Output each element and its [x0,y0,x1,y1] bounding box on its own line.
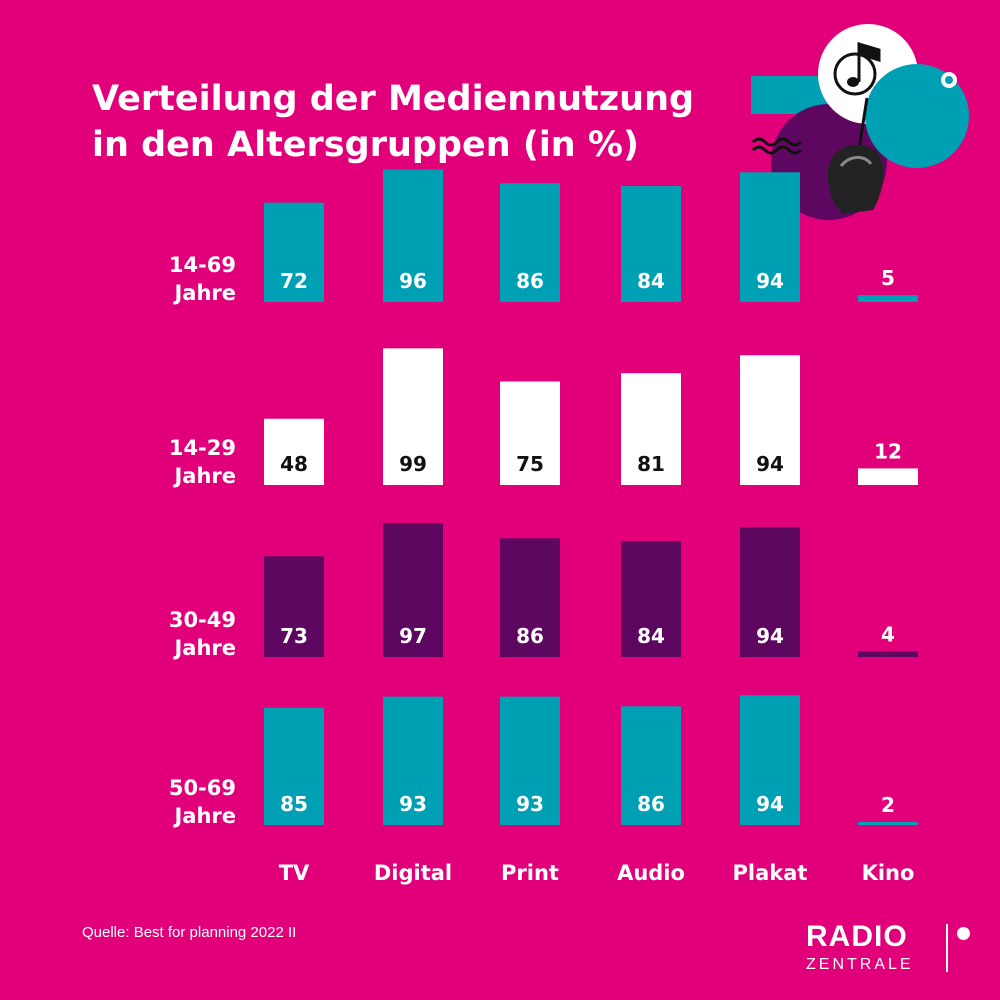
bar [858,651,918,657]
bar [264,418,324,485]
ring-icon [941,72,957,88]
category-label: Print [501,861,559,885]
row-label: 14-69 [169,253,236,277]
data-label: 81 [637,452,665,476]
data-label: 96 [399,269,427,293]
row-label: Jahre [172,464,236,488]
data-label: 48 [280,452,308,476]
data-label: 94 [756,452,784,476]
bar [740,695,800,825]
bar [383,348,443,485]
category-label: Digital [374,861,452,885]
data-label: 75 [516,452,544,476]
bar [858,468,918,485]
bar [500,696,560,825]
bar [621,186,681,302]
logo-text-radio: RADIO [806,920,908,953]
bar [500,381,560,485]
source-note: Quelle: Best for planning 2022 II [82,924,297,941]
data-label: 86 [516,624,544,648]
data-label: 72 [280,269,308,293]
row-label: Jahre [172,636,236,660]
chart-title: Verteilung der Mediennutzung in den Alte… [92,76,732,168]
logo-dot-icon [957,927,970,940]
teal-circle-shape [865,64,969,168]
logo-separator [946,924,948,972]
row-label: 30-49 [169,608,236,632]
data-label: 12 [874,439,902,463]
row-label: Jahre [172,804,236,828]
bar [500,538,560,657]
data-label: 93 [516,792,544,816]
data-label: 5 [881,266,895,290]
bar [264,202,324,302]
data-label: 86 [637,792,665,816]
bar [621,541,681,657]
bar [621,373,681,485]
data-label: 94 [756,624,784,648]
music-note-icon [833,41,881,96]
bar [383,523,443,657]
data-label: 93 [399,792,427,816]
bar [264,556,324,657]
bar [264,707,324,825]
wave-icon [751,137,803,155]
chart-title-line-1: Verteilung der Mediennutzung [92,79,695,119]
chart-title-line-2: in den Altersgruppen (in %) [92,125,639,165]
bar [858,822,918,825]
data-label: 94 [756,792,784,816]
category-label: Audio [617,861,685,885]
category-label: Plakat [733,861,808,885]
hand-holding-pin-icon [827,97,884,214]
bar [383,169,443,302]
data-label: 94 [756,269,784,293]
logo-text-zentrale: ZENTRALE [806,956,914,973]
bar [858,295,918,302]
media-usage-chart: 14-69 Jahre 72 96 86 84 94 5 14-29 Jahre 48 99 75 81 9… [169,169,918,885]
data-label: 97 [399,624,427,648]
bar [500,183,560,302]
data-label: 2 [881,793,895,817]
row-label: Jahre [172,281,236,305]
row-label: 14-29 [169,436,236,460]
data-label: 99 [399,452,427,476]
bar [740,527,800,657]
data-label: 73 [280,624,308,648]
data-label: 4 [881,622,895,646]
category-label: TV [279,861,310,885]
bar [740,355,800,485]
data-label: 84 [637,624,665,648]
data-label: 86 [516,269,544,293]
data-label: 85 [280,792,308,816]
data-label: 84 [637,269,665,293]
row-label: 50-69 [169,776,236,800]
bar [740,172,800,302]
radiozentrale-logo: RADIO ZENTRALE [806,920,970,976]
bar [383,696,443,825]
category-label: Kino [862,861,915,885]
bar [621,706,681,825]
